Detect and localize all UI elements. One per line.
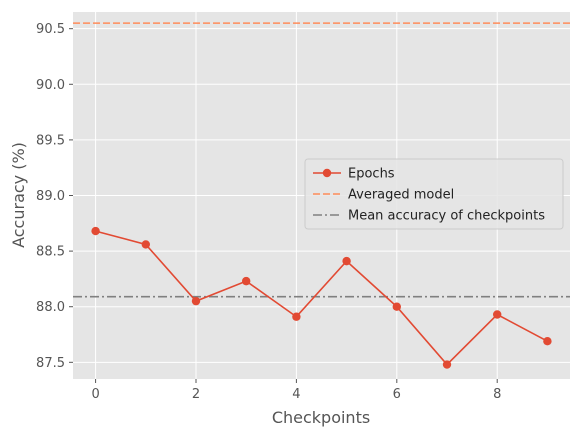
legend-marker: [322, 168, 332, 178]
y-tick-label: 90.0: [36, 78, 65, 93]
y-tick-label: 87.5: [36, 356, 65, 371]
y-tick-label: 88.0: [36, 300, 65, 315]
x-tick-label: 8: [493, 387, 501, 402]
data-point: [91, 226, 100, 236]
x-tick-label: 2: [192, 387, 200, 402]
legend-label: Averaged model: [348, 188, 454, 203]
series-line: [95, 230, 548, 366]
data-point: [493, 310, 502, 319]
data-point: [392, 302, 402, 311]
y-axis-label: Accuracy (%): [9, 142, 28, 248]
data-point: [241, 276, 251, 286]
x-tick-label: 4: [292, 387, 300, 402]
legend-label: Mean accuracy of checkpoints: [348, 209, 545, 224]
x-tick-label: 6: [393, 387, 401, 402]
data-point: [141, 240, 150, 249]
x-axis-label: Checkpoints: [272, 408, 370, 427]
legend-frame: [304, 158, 564, 230]
data-point: [543, 336, 552, 346]
y-axis-ticks: 87.5 88.0 88.5 89.0 89.5 90.0 90.5: [36, 22, 73, 371]
legend-label: Epochs: [348, 167, 395, 182]
data-point: [442, 360, 452, 369]
y-tick-label: 89.5: [36, 133, 65, 148]
y-tick-label: 89.0: [36, 189, 65, 204]
y-tick-label: 90.5: [36, 22, 65, 37]
data-point: [191, 296, 201, 306]
legend: Epochs Averaged model Mean accuracy of che…: [304, 158, 564, 230]
y-tick-label: 88.5: [36, 245, 65, 260]
data-point: [292, 312, 301, 321]
series-epochs: [91, 226, 552, 369]
x-tick-label: 0: [91, 387, 99, 402]
reference-lines: [73, 22, 570, 298]
x-axis-ticks: 0 2 4 6 8: [91, 379, 501, 402]
grid: [73, 12, 570, 379]
data-point: [342, 256, 351, 266]
